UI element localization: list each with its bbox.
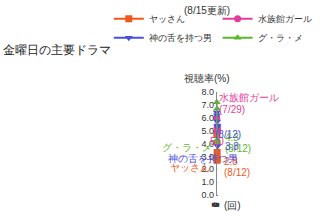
svg-text:神の舌を持つ男: 神の舌を持つ男	[149, 33, 212, 43]
svg-text:4: 4	[211, 202, 221, 207]
svg-text:7.0: 7.0	[201, 100, 214, 110]
svg-text:グ・ラ・メ: グ・ラ・メ	[258, 33, 303, 43]
svg-text:神の舌を持つ男: 神の舌を持つ男	[168, 153, 238, 164]
svg-text:(回): (回)	[224, 200, 241, 211]
svg-text:3.8: 3.8	[225, 141, 239, 152]
svg-text:5.0: 5.0	[210, 136, 224, 147]
svg-text:(8/12): (8/12)	[215, 129, 241, 140]
svg-text:視聴率(%): 視聴率(%)	[184, 73, 230, 84]
svg-text:金曜日の主要ドラマ: 金曜日の主要ドラマ	[3, 43, 111, 57]
svg-text:4.0: 4.0	[201, 139, 214, 149]
svg-text:3.0: 3.0	[201, 152, 214, 162]
svg-text:2: 2	[210, 202, 220, 207]
svg-text:(8/12): (8/12)	[225, 143, 251, 154]
svg-text:6.0: 6.0	[201, 113, 214, 123]
svg-text:0.0: 0.0	[201, 190, 214, 200]
svg-text:水族館ガール: 水族館ガール	[258, 14, 312, 24]
svg-text:1: 1	[210, 202, 220, 207]
svg-text:2.8: 2.8	[224, 156, 238, 167]
svg-text:水族館ガール: 水族館ガール	[219, 92, 279, 103]
svg-text:(8/12): (8/12)	[224, 167, 250, 178]
svg-text:8.0: 8.0	[201, 87, 214, 97]
svg-text:5: 5	[211, 202, 221, 207]
svg-text:2.0: 2.0	[201, 164, 214, 174]
svg-text:5.0: 5.0	[201, 126, 214, 136]
svg-text:ヤッさん: ヤッさん	[170, 162, 210, 173]
svg-text:3: 3	[211, 202, 221, 207]
svg-text:6: 6	[211, 202, 221, 207]
svg-text:(8/15更新): (8/15更新)	[184, 5, 230, 16]
svg-text:(7/29): (7/29)	[219, 104, 245, 115]
svg-text:ヤッさん: ヤッさん	[149, 14, 185, 24]
svg-text:グ・ラ・メ: グ・ラ・メ	[162, 142, 212, 153]
svg-text:4.3: 4.3	[225, 132, 239, 143]
svg-text:1.0: 1.0	[201, 177, 214, 187]
